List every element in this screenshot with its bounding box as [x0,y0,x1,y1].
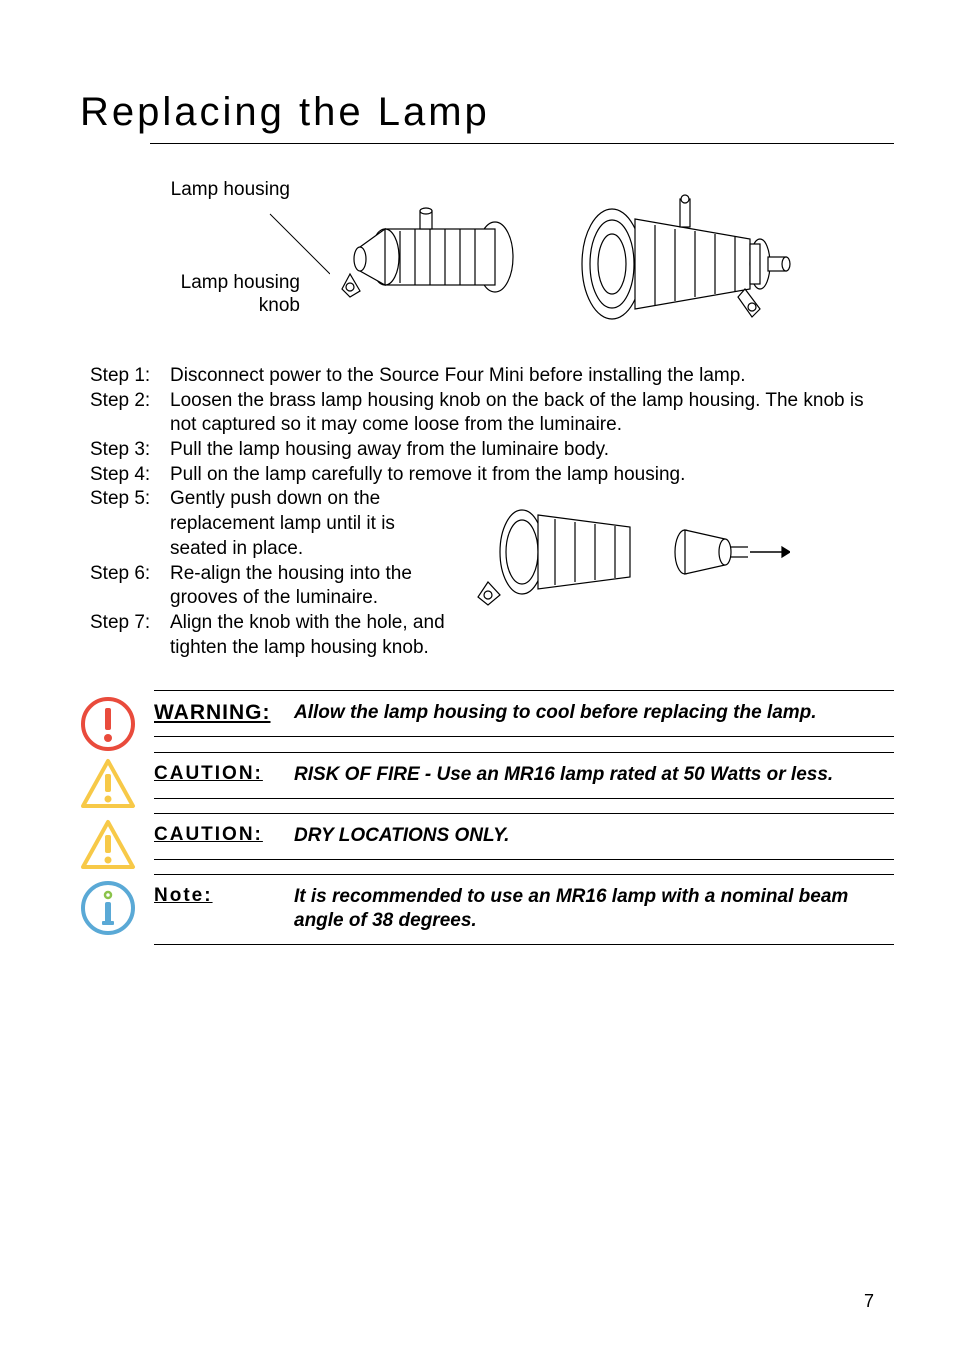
knob-label-l2: knob [259,295,300,316]
step-text: Disconnect power to the Source Four Mini… [170,364,894,389]
page-title: Replacing the Lamp [80,90,894,135]
note-label: Note: [154,885,294,907]
diagram-row: Lamp housing Lamp housing knob [150,169,894,354]
page-number: 7 [864,1291,874,1312]
step-text: Loosen the brass lamp housing knob on th… [170,389,894,438]
step-label: Step 7: [90,611,170,660]
lamp-housing-label: Lamp housing [171,179,290,202]
step-text: Align the knob with the hole, and tighte… [170,611,450,660]
steps-list: Step 1: Disconnect power to the Source F… [90,364,894,660]
step-7: Step 7: Align the knob with the hole, an… [90,611,450,660]
step-text: Pull on the lamp carefully to remove it … [170,463,894,488]
lamp-removal-illustration [450,487,790,617]
info-icon [80,880,136,936]
notices-section: WARNING: Allow the lamp housing to cool … [80,690,894,959]
caution-label: CAUTION: [154,763,294,785]
note-text: It is recommended to use an MR16 lamp wi… [294,885,894,934]
step-text: Re-align the housing into the grooves of… [170,562,450,611]
caution-icon [80,758,136,810]
step-1: Step 1: Disconnect power to the Source F… [90,364,894,389]
caution-row-1: CAUTION: RISK OF FIRE - Use an MR16 lamp… [80,752,894,813]
lamp-housing-knob-label: Lamp housing knob [181,272,300,318]
step-label: Step 5: [90,487,170,561]
step-label: Step 6: [90,562,170,611]
step-label: Step 2: [90,389,170,438]
knob-label-l1: Lamp housing [181,272,300,293]
step-3: Step 3: Pull the lamp housing away from … [90,438,894,463]
step-label: Step 3: [90,438,170,463]
caution-text: RISK OF FIRE - Use an MR16 lamp rated at… [294,763,894,788]
step-label: Step 1: [90,364,170,389]
step-2: Step 2: Loosen the brass lamp housing kn… [90,389,894,438]
warning-icon [80,696,136,752]
warning-label: WARNING: [154,701,294,725]
warning-text: Allow the lamp housing to cool before re… [294,701,894,726]
caution-icon [80,819,136,871]
fixture-right-illustration [560,169,800,354]
fixture-left-illustration [330,169,530,354]
caution-row-2: CAUTION: DRY LOCATIONS ONLY. [80,813,894,874]
step-5: Step 5: Gently push down on the replacem… [90,487,450,561]
caution-label: CAUTION: [154,824,294,846]
warning-row: WARNING: Allow the lamp housing to cool … [80,690,894,752]
step-4: Step 4: Pull on the lamp carefully to re… [90,463,894,488]
title-rule [150,143,894,144]
step-text: Gently push down on the replacement lamp… [170,487,450,561]
step-6: Step 6: Re-align the housing into the gr… [90,562,450,611]
step-label: Step 4: [90,463,170,488]
note-row: Note: It is recommended to use an MR16 l… [80,874,894,959]
step-text: Pull the lamp housing away from the lumi… [170,438,894,463]
caution-text: DRY LOCATIONS ONLY. [294,824,894,849]
